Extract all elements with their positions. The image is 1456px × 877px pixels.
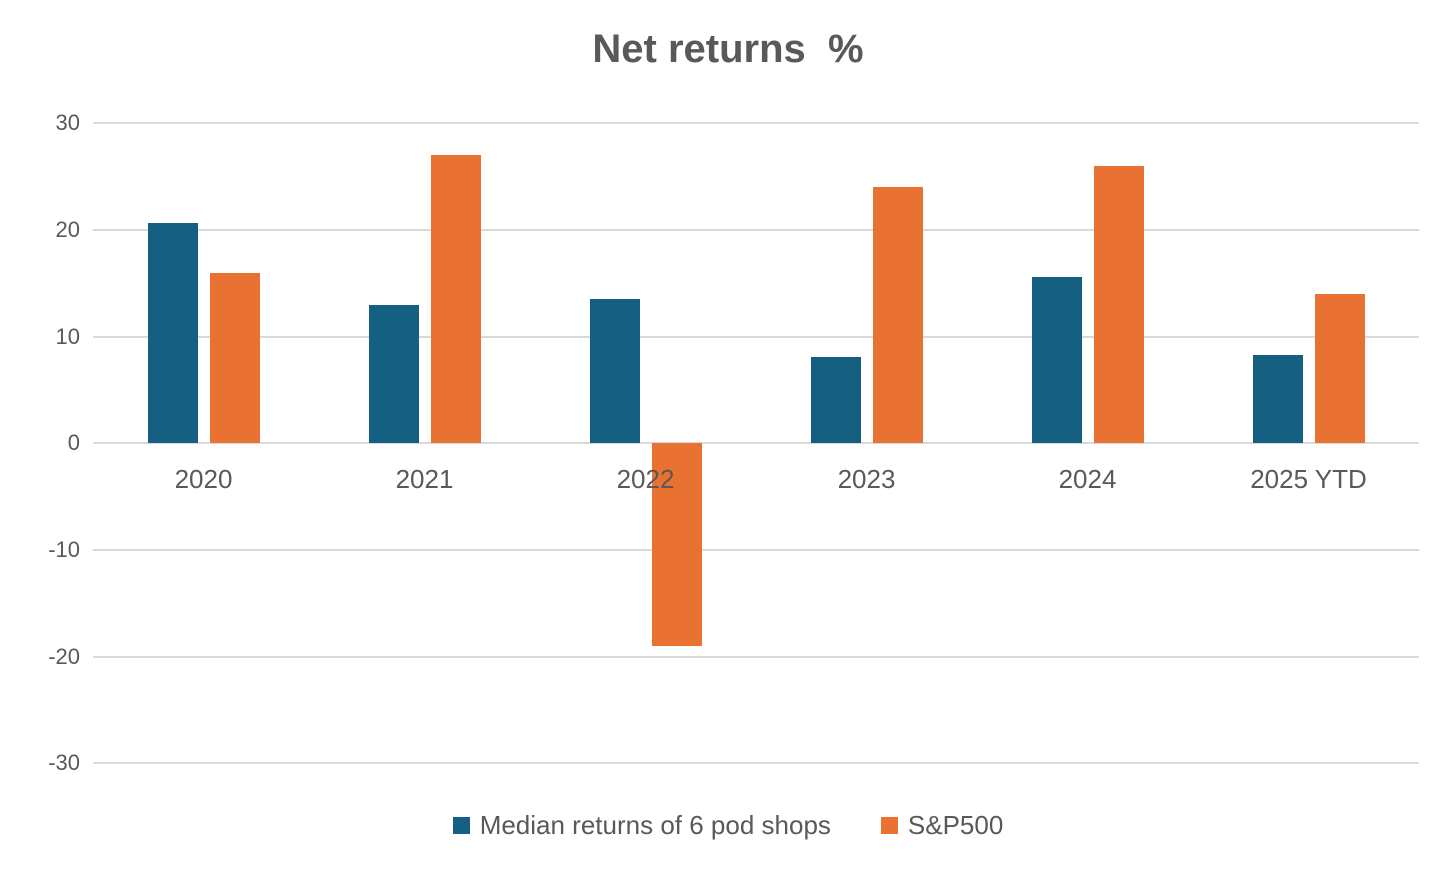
bar-sp500 xyxy=(430,155,481,444)
gridline xyxy=(93,335,1419,338)
bar-sp500 xyxy=(1093,165,1144,444)
y-axis-label: 20 xyxy=(55,216,80,242)
x-axis-label: 2025 YTD xyxy=(1250,464,1367,494)
legend-item: Median returns of 6 pod shops xyxy=(452,810,831,841)
legend-swatch-sp500-icon xyxy=(880,817,898,834)
bar-median-pod-shops xyxy=(810,356,861,444)
x-axis-label: 2024 xyxy=(1058,464,1117,494)
x-axis-label: 2022 xyxy=(616,464,675,494)
chart-title: Net returns % xyxy=(592,27,864,71)
bar-median-pod-shops xyxy=(589,299,640,444)
gridline xyxy=(93,762,1419,765)
legend-item: S&P500 xyxy=(880,810,1004,841)
gridline xyxy=(93,228,1419,231)
y-axis-label: 0 xyxy=(67,430,80,456)
legend: Median returns of 6 pod shops S&P500 xyxy=(0,810,1456,841)
gridline xyxy=(93,122,1419,125)
y-axis-label: -10 xyxy=(48,536,80,562)
x-axis-label: 2021 xyxy=(395,464,454,494)
bar-sp500 xyxy=(872,187,923,444)
bar-sp500 xyxy=(1314,293,1365,444)
legend-label: Median returns of 6 pod shops xyxy=(479,810,831,840)
legend-label: S&P500 xyxy=(907,810,1004,840)
legend-swatch-pods-icon xyxy=(452,817,470,834)
y-axis-label: 10 xyxy=(55,323,80,349)
x-axis-label: 2020 xyxy=(174,464,233,494)
bar-median-pod-shops xyxy=(368,304,419,444)
y-axis-label: -20 xyxy=(48,643,80,669)
bar-sp500 xyxy=(651,443,702,646)
bar-sp500 xyxy=(209,272,260,444)
gridline xyxy=(93,442,1419,445)
gridline xyxy=(93,655,1419,658)
bar-median-pod-shops xyxy=(147,222,198,444)
y-axis-label: 30 xyxy=(55,110,80,136)
gridline xyxy=(93,548,1419,551)
y-axis-label: -30 xyxy=(48,750,80,776)
bar-median-pod-shops xyxy=(1031,276,1082,444)
x-axis-label: 2023 xyxy=(837,464,896,494)
bar-median-pod-shops xyxy=(1252,354,1303,444)
